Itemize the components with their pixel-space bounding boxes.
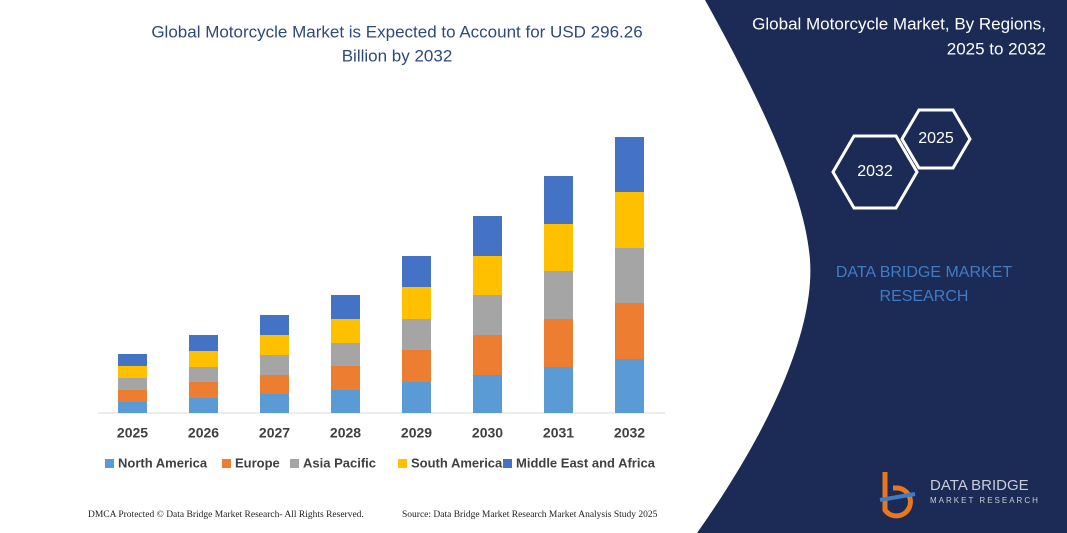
bar-segment [402,319,431,350]
bar-segment [189,335,218,351]
side-panel [697,0,1067,533]
hexagon-label: 2025 [918,130,954,147]
legend-label: South America [411,455,503,470]
bar-segment [118,378,147,390]
bar-segment [260,355,289,375]
bar-segment [473,375,502,413]
bar-segment [331,319,360,343]
legend-swatch [503,459,512,468]
logo-icon [882,472,913,519]
bar-segment [544,367,573,413]
chart-title: Billion by 2032 [342,46,453,65]
logo-icon [879,492,916,502]
bar-segment [615,248,644,303]
legend-swatch [222,459,231,468]
logo-text: DATA BRIDGE [930,477,1029,494]
bar-segment [331,390,360,413]
bar-segment [189,382,218,398]
bar-segment [473,335,502,375]
logo-text: MARKET RESEARCH [930,496,1040,505]
bar-segment [331,366,360,390]
x-tick-label: 2029 [401,425,432,441]
bar-segment [402,382,431,413]
bar-segment [189,351,218,367]
legend-label: Asia Pacific [303,455,376,470]
hexagon [831,134,919,210]
bar-segment [473,295,502,335]
legend-swatch [290,459,299,468]
brand-text: RESEARCH [880,288,969,305]
bar-segment [544,224,573,271]
x-tick-label: 2025 [117,425,148,441]
bar-segment [473,256,502,295]
bar-segment [189,367,218,382]
bar-segment [402,256,431,287]
bar-segment [615,137,644,192]
legend-label: Europe [235,455,280,470]
x-tick-label: 2026 [188,425,219,441]
bar-segment [544,319,573,367]
bar-segment [615,192,644,248]
footer: Source: Data Bridge Market Research Mark… [402,510,658,520]
bar-segment [615,359,644,413]
panel-title: Global Motorcycle Market, By Regions, [752,14,1046,33]
bar-segment [544,271,573,319]
bar-segment [260,375,289,394]
bar-segment [260,335,289,355]
bar-segment [118,354,147,366]
x-tick-label: 2032 [614,425,645,441]
logo: DATA BRIDGE MARKET RESEARCH [879,472,1040,519]
chart-title: Global Motorcycle Market is Expected to … [151,22,642,41]
bar-segment [402,350,431,382]
bar-segment [118,390,147,402]
bar-segment [402,287,431,319]
x-tick-label: 2031 [543,425,574,441]
legend-label: North America [118,455,208,470]
bar-segment [544,176,573,224]
x-tick-label: 2030 [472,425,503,441]
bar-segment [260,315,289,335]
legend-swatch [398,459,407,468]
brand-text: DATA BRIDGE MARKET [836,264,1013,281]
bar-segment [473,216,502,256]
hexagon [900,108,972,170]
legend-swatch [105,459,114,468]
x-tick-label: 2027 [259,425,290,441]
hexagon-label: 2032 [857,163,893,180]
bar-segment [615,303,644,359]
bar-segment [260,394,289,413]
bar-segment [189,398,218,413]
bar-segment [118,366,147,378]
bar-segment [331,343,360,366]
panel-title: 2025 to 2032 [947,39,1046,58]
bar-segment [331,295,360,319]
bar-segment [118,402,147,413]
x-tick-label: 2028 [330,425,361,441]
footer: DMCA Protected © Data Bridge Market Rese… [88,509,364,520]
legend-label: Middle East and Africa [516,455,656,470]
